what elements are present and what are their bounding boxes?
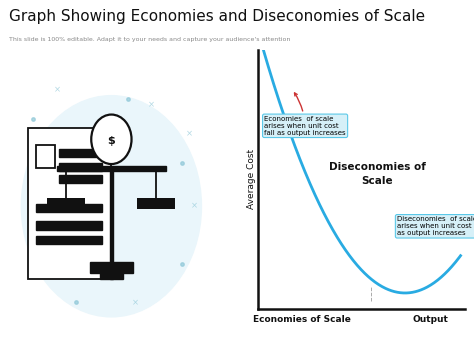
Text: ×: × <box>186 129 193 138</box>
Text: This slide is 100% editable. Adapt it to your needs and capture your audience's : This slide is 100% editable. Adapt it to… <box>9 37 291 42</box>
Text: Diseconomies of
Scale: Diseconomies of Scale <box>329 162 426 186</box>
Text: Economies of Scale: Economies of Scale <box>253 316 351 324</box>
Bar <box>100 270 123 279</box>
Bar <box>59 163 102 171</box>
Text: ×: × <box>54 85 60 94</box>
Bar <box>36 204 102 212</box>
FancyBboxPatch shape <box>28 128 111 279</box>
FancyBboxPatch shape <box>137 197 175 209</box>
Text: $: $ <box>108 136 115 146</box>
Bar <box>109 171 113 279</box>
Text: Diseconomies  of scale
arises when unit cost fail
as output increases: Diseconomies of scale arises when unit c… <box>397 216 474 236</box>
Text: ×: × <box>191 202 198 211</box>
Text: ×: × <box>44 202 51 211</box>
Circle shape <box>21 95 201 317</box>
Bar <box>59 149 102 157</box>
Bar <box>36 236 102 244</box>
Bar <box>36 222 102 230</box>
FancyBboxPatch shape <box>47 197 85 209</box>
Text: Graph Showing Economies and Diseconomies of Scale: Graph Showing Economies and Diseconomies… <box>9 9 426 24</box>
FancyBboxPatch shape <box>36 145 55 168</box>
Bar <box>59 175 102 183</box>
Text: ×: × <box>148 100 155 109</box>
Text: ×: × <box>132 298 138 307</box>
Y-axis label: Average Cost: Average Cost <box>246 149 255 209</box>
Bar <box>90 262 133 273</box>
Text: Output: Output <box>413 316 449 324</box>
Circle shape <box>91 115 131 164</box>
Text: Economies  of scale
arises when unit cost
fall as output increases: Economies of scale arises when unit cost… <box>264 93 346 136</box>
Bar <box>57 166 166 171</box>
